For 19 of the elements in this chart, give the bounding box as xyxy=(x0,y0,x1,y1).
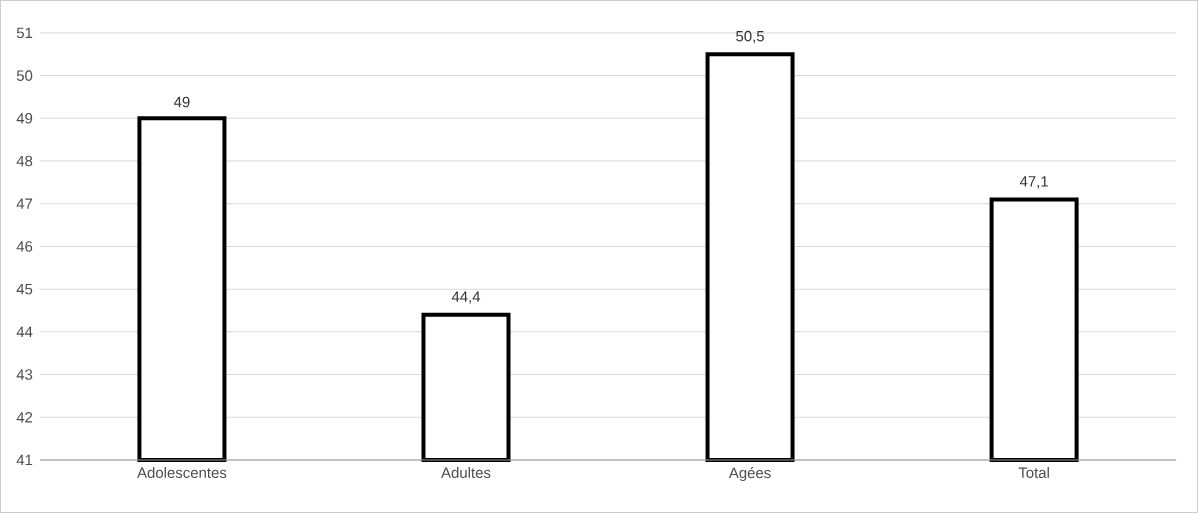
x-tick-label: Total xyxy=(1018,467,1049,479)
y-tick-label: 47 xyxy=(16,198,33,209)
data-label: 50,5 xyxy=(736,30,764,44)
y-tick-label: 51 xyxy=(16,27,33,39)
x-tick-label: Agées xyxy=(728,467,771,482)
data-label: 47,1 xyxy=(1019,176,1048,189)
y-tick-label: 49 xyxy=(16,113,33,124)
y-tick-label: 44 xyxy=(16,326,33,338)
x-tick-label: Adultes xyxy=(441,467,491,479)
x-tick-label: Adolescentes xyxy=(137,467,227,479)
y-tick-label: 46 xyxy=(16,241,33,252)
y-tick-label: 48 xyxy=(16,155,33,167)
data-label: 44,4 xyxy=(451,291,481,304)
y-tick-label: 50 xyxy=(16,70,33,81)
y-tick-label: 43 xyxy=(16,369,33,380)
y-tick-label: 45 xyxy=(16,283,33,295)
y-tick-label: 42 xyxy=(16,412,33,423)
y-tick-label: 41 xyxy=(16,454,33,466)
data-label: 49 xyxy=(173,96,190,108)
